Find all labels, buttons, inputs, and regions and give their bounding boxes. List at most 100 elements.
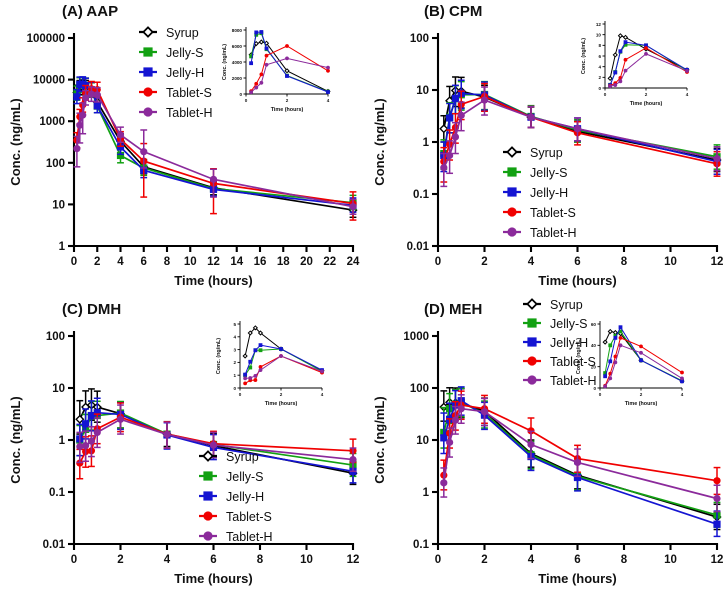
legend-item[interactable]: Tablet-S	[503, 206, 576, 220]
inset-chart-A: 0 2000 4000 6000 8000 0 2 4 Time (hours) Conc. (n…	[222, 27, 331, 113]
legend-item[interactable]: Syrup	[139, 26, 199, 40]
inset-data-point	[243, 381, 248, 386]
legend-item[interactable]: Syrup	[199, 450, 259, 464]
inset-data-point	[613, 360, 618, 365]
legend-item[interactable]: Syrup	[523, 298, 583, 312]
legend-item[interactable]: Jelly-S	[523, 317, 588, 331]
legend-item[interactable]: Tablet-S	[139, 86, 212, 100]
inset-x-tick-label: 0	[245, 98, 248, 103]
x-tick-label: 22	[323, 256, 336, 268]
inset-y-tick-label: 2	[233, 360, 236, 365]
inset-data-point	[259, 72, 264, 77]
inset-data-point	[279, 354, 283, 358]
x-tick-label: 6	[574, 554, 580, 566]
legend-label: Jelly-S	[550, 317, 588, 331]
legend-marker-filled-circle	[143, 107, 153, 117]
legend-item[interactable]: Tablet-H	[503, 226, 577, 240]
panel-title: (A) AAP	[62, 3, 118, 20]
data-point	[116, 415, 125, 423]
y-tick-label: 10	[52, 383, 65, 395]
legend-item[interactable]: Jelly-H	[199, 490, 264, 504]
legend-label: Tablet-H	[166, 106, 213, 120]
x-tick-label: 0	[71, 554, 77, 566]
data-point	[82, 420, 90, 428]
legend-item[interactable]: Tablet-H	[199, 530, 273, 544]
inset-data-point	[680, 379, 684, 384]
data-point	[79, 111, 87, 119]
data-point	[480, 408, 489, 416]
x-tick-label: 12	[347, 554, 360, 566]
panel-D-svg: (D) MEH 0.1 1 10 100 1000 0 2 4 6 8 10 12 Time (hours…	[372, 298, 723, 586]
inset-x-tick-label: 4	[321, 392, 324, 397]
panel-title: (B) CPM	[424, 3, 482, 20]
y-tick-label: 10	[416, 435, 429, 447]
legend-label: Tablet-S	[226, 510, 272, 524]
inset-x-axis-label: Time (hours)	[265, 401, 298, 407]
legend-marker-filled-circle	[203, 531, 213, 541]
legend-item[interactable]: Jelly-H	[523, 336, 588, 350]
inset-y-tick-label: 3	[233, 347, 236, 352]
legend-item[interactable]: Tablet-H	[523, 374, 597, 388]
inset-data-point	[248, 376, 253, 380]
legend-item[interactable]: Tablet-H	[139, 106, 213, 120]
legend: Syrup Jelly-S Jelly-H Tablet-S Tablet-H	[199, 450, 273, 544]
inset-data-point	[613, 333, 618, 338]
inset-x-tick-label: 0	[599, 392, 602, 397]
inset-x-tick-label: 2	[640, 392, 643, 397]
y-tick-label: 0.1	[413, 539, 430, 551]
inset-x-tick-label: 0	[239, 392, 242, 397]
inset-data-point	[249, 61, 254, 66]
inset-data-point	[618, 325, 623, 330]
inset-data-point	[258, 39, 264, 45]
inset-data-point	[608, 84, 613, 89]
panel-B: (B) CPM 0.01 0.1 1 10 100 0 2 4 6 8 10 12 Time (hours…	[364, 0, 727, 298]
inset-y-axis-label: Conc. (ng/mL)	[576, 338, 582, 374]
inset-data-point	[608, 359, 613, 364]
legend-item[interactable]: Syrup	[503, 146, 563, 160]
inset-y-tick-label: 5	[233, 322, 236, 327]
data-point	[209, 175, 218, 183]
series-tablet-s	[76, 402, 357, 480]
inset-axis-lines	[245, 27, 328, 95]
inset-y-tick-label: 4	[598, 64, 601, 69]
x-tick-label: 8	[621, 256, 628, 268]
inset-series-tablet-h	[608, 51, 689, 89]
inset-data-point	[613, 70, 618, 75]
legend-item[interactable]: Jelly-S	[503, 166, 568, 180]
data-point	[527, 440, 535, 449]
legend-item[interactable]: Tablet-S	[523, 355, 596, 369]
data-point	[116, 151, 125, 160]
y-tick-label: 0.1	[49, 487, 66, 499]
inset-data-point	[258, 343, 263, 348]
legend-label: Tablet-H	[550, 374, 597, 388]
inset-series-jelly-h	[249, 30, 330, 94]
inset-data-point	[243, 376, 248, 381]
legend-item[interactable]: Jelly-S	[139, 46, 204, 60]
data-point	[76, 121, 84, 129]
legend-item[interactable]: Jelly-S	[199, 470, 264, 484]
legend-item[interactable]: Tablet-S	[199, 510, 272, 524]
inset-chart-D: 0 20 40 60 0 2 4 Time (hours) Conc. (ng/mL)	[576, 321, 685, 407]
y-tick-label: 1000	[403, 331, 429, 343]
inset-data-point	[680, 376, 684, 381]
legend-label: Tablet-S	[530, 206, 576, 220]
legend-item[interactable]: Jelly-H	[503, 186, 568, 200]
inset-data-point	[602, 339, 608, 345]
series-tablet-h	[440, 394, 721, 513]
legend-label: Jelly-H	[226, 490, 264, 504]
inset-y-tick-label: 60	[591, 322, 597, 327]
inset-data-point	[613, 354, 618, 359]
data-point	[93, 91, 101, 99]
inset-y-tick-label: 12	[596, 22, 602, 27]
y-tick-label: 10000	[33, 75, 65, 87]
inset-y-axis-label: Conc. (ng/mL)	[581, 38, 587, 74]
inset-data-point	[603, 371, 608, 375]
legend-item[interactable]: Jelly-H	[139, 66, 204, 80]
data-point	[209, 441, 218, 449]
inset-data-point	[618, 79, 623, 84]
inset-data-point	[253, 378, 258, 382]
y-tick-label: 0.01	[43, 539, 66, 551]
legend-marker-filled-square	[143, 67, 153, 77]
